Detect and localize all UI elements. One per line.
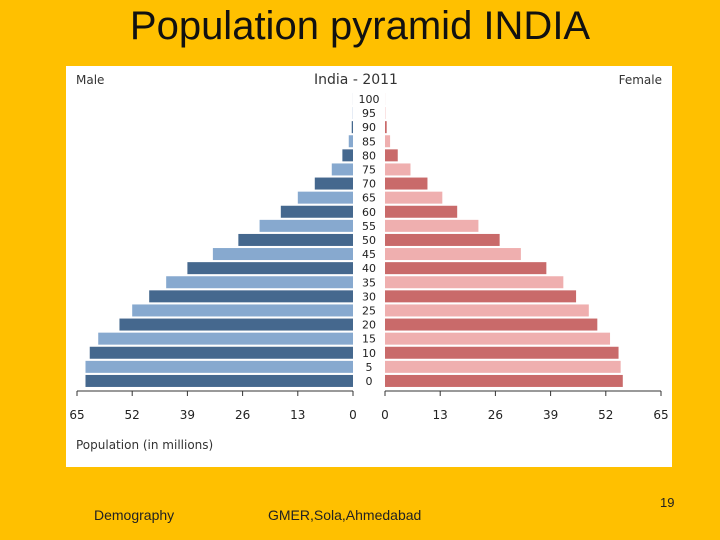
male-bar-5 [85, 360, 353, 373]
male-bar-0 [85, 374, 353, 387]
axis-tick-label: 26 [235, 408, 250, 422]
female-bar-90 [385, 121, 387, 134]
age-label: 75 [362, 163, 376, 176]
page-number: 19 [660, 495, 675, 510]
axis-tick-label: 52 [125, 408, 140, 422]
female-bar-5 [385, 360, 621, 373]
female-bar-20 [385, 318, 598, 331]
population-pyramid-chart: India - 2011 Male Female 0 5 10 15 20 25 30 35 4… [66, 66, 672, 467]
slide-title: Population pyramid INDIA [129, 4, 591, 48]
female-bar-35 [385, 276, 564, 289]
age-label: 80 [362, 149, 376, 162]
male-bar-60 [280, 205, 353, 218]
male-label: Male [76, 73, 104, 87]
axis-tick-label: 0 [349, 408, 357, 422]
age-label: 15 [362, 333, 376, 346]
axis-tick-label: 13 [290, 408, 305, 422]
axis-tick-label: 65 [69, 408, 84, 422]
age-label: 55 [362, 220, 376, 233]
age-label: 60 [362, 206, 376, 219]
pyramid-svg: India - 2011 Male Female 051015202530354… [69, 72, 669, 452]
axis-tick-label: 39 [180, 408, 195, 422]
female-bar-75 [385, 163, 411, 176]
axis-tick-label: 52 [598, 408, 613, 422]
male-bar-20 [119, 318, 353, 331]
axis-tick-label: 0 [381, 408, 389, 422]
male-bar-70 [314, 177, 353, 190]
female-bar-40 [385, 262, 547, 275]
footer-institution: GMER,Sola,Ahmedabad [268, 507, 422, 523]
male-bar-10 [89, 346, 353, 359]
male-bar-25 [132, 304, 353, 317]
age-label: 50 [362, 234, 376, 247]
right-axis-ticks: 0 13 26 39 52 65 [381, 391, 669, 422]
age-label: 35 [362, 276, 376, 289]
female-label: Female [619, 73, 662, 87]
male-bar-85 [348, 135, 353, 148]
age-label: 95 [362, 107, 376, 120]
age-label: 20 [362, 319, 376, 332]
age-label: 100 [359, 93, 380, 106]
axis-tick-label: 39 [543, 408, 558, 422]
age-label: 30 [362, 290, 376, 303]
male-bar-40 [187, 262, 353, 275]
male-bar-80 [342, 149, 353, 162]
female-bar-55 [385, 219, 479, 232]
x-axis-label: Population (in millions) [76, 438, 213, 452]
female-bars [385, 92, 623, 387]
axis-tick-label: 13 [433, 408, 448, 422]
female-bar-65 [385, 191, 443, 204]
age-label: 45 [362, 248, 376, 261]
age-label: 85 [362, 135, 376, 148]
age-label: 40 [362, 262, 376, 275]
female-bar-30 [385, 290, 577, 303]
female-bar-45 [385, 248, 521, 261]
female-bar-80 [385, 149, 398, 162]
male-bar-55 [259, 219, 353, 232]
male-bar-75 [331, 163, 353, 176]
age-label: 0 [366, 375, 373, 388]
left-axis-ticks: 65 52 39 26 13 0 [69, 391, 357, 422]
footer-topic: Demography [94, 507, 175, 523]
age-label: 70 [362, 178, 376, 191]
chart-title: India - 2011 [314, 72, 398, 88]
female-bar-15 [385, 332, 611, 345]
age-label: 5 [366, 361, 373, 374]
male-bar-45 [212, 248, 353, 261]
male-bar-50 [238, 233, 353, 246]
male-bar-90 [351, 121, 353, 134]
axis-tick-label: 65 [653, 408, 668, 422]
male-bars [85, 92, 353, 387]
female-bar-85 [385, 135, 391, 148]
female-bar-25 [385, 304, 589, 317]
age-label: 10 [362, 347, 376, 360]
male-bar-65 [297, 191, 353, 204]
female-bar-60 [385, 205, 458, 218]
male-bar-30 [149, 290, 353, 303]
age-label: 25 [362, 304, 376, 317]
female-bar-70 [385, 177, 428, 190]
male-bar-15 [98, 332, 353, 345]
female-bar-50 [385, 233, 500, 246]
female-bar-0 [385, 374, 623, 387]
age-label: 65 [362, 192, 376, 205]
female-bar-10 [385, 346, 619, 359]
age-label: 90 [362, 121, 376, 134]
male-bar-35 [166, 276, 353, 289]
axis-tick-label: 26 [488, 408, 503, 422]
